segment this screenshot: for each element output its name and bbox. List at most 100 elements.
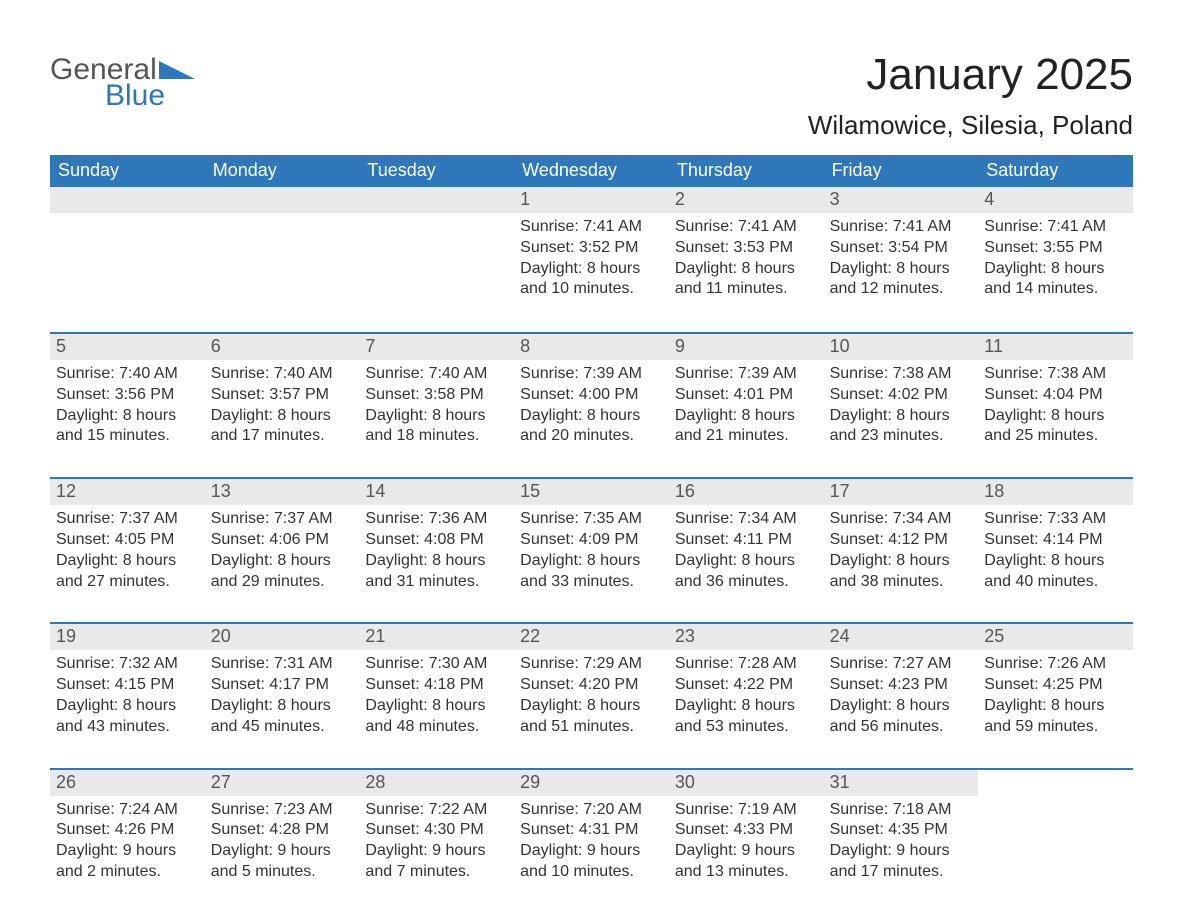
daylight-text-2: and 10 minutes. — [520, 862, 663, 883]
day-number: 27 — [205, 770, 360, 796]
day-number: 30 — [669, 770, 824, 796]
sunrise-text: Sunrise: 7:41 AM — [984, 217, 1127, 238]
weekday-header: Thursday — [669, 155, 824, 187]
sunrise-text: Sunrise: 7:39 AM — [675, 364, 818, 385]
sunset-text: Sunset: 4:01 PM — [675, 385, 818, 406]
sunrise-text: Sunrise: 7:34 AM — [830, 509, 973, 530]
sunrise-text: Sunrise: 7:32 AM — [56, 654, 199, 675]
day-number: 3 — [824, 187, 979, 213]
sunset-text: Sunset: 4:02 PM — [830, 385, 973, 406]
day-number: 24 — [824, 624, 979, 650]
day-number: 25 — [978, 624, 1133, 650]
daylight-text: Daylight: 8 hours — [520, 259, 663, 280]
weekday-header: Monday — [205, 155, 360, 187]
day-number: 23 — [669, 624, 824, 650]
day-cell: 22Sunrise: 7:29 AMSunset: 4:20 PMDayligh… — [514, 622, 669, 757]
sun-info: Sunrise: 7:19 AMSunset: 4:33 PMDaylight:… — [675, 800, 818, 883]
sunrise-text: Sunrise: 7:40 AM — [365, 364, 508, 385]
day-number — [205, 187, 360, 213]
sun-info: Sunrise: 7:31 AMSunset: 4:17 PMDaylight:… — [211, 654, 354, 737]
sunset-text: Sunset: 4:26 PM — [56, 820, 199, 841]
daylight-text: Daylight: 8 hours — [365, 406, 508, 427]
daylight-text: Daylight: 8 hours — [365, 551, 508, 572]
day-cell: 31Sunrise: 7:18 AMSunset: 4:35 PMDayligh… — [824, 768, 979, 903]
sunset-text: Sunset: 4:08 PM — [365, 530, 508, 551]
daylight-text: Daylight: 8 hours — [830, 259, 973, 280]
daylight-text-2: and 27 minutes. — [56, 572, 199, 593]
sunrise-text: Sunrise: 7:35 AM — [520, 509, 663, 530]
sunrise-text: Sunrise: 7:41 AM — [675, 217, 818, 238]
day-cell — [359, 187, 514, 322]
daylight-text: Daylight: 8 hours — [56, 696, 199, 717]
sunrise-text: Sunrise: 7:34 AM — [675, 509, 818, 530]
day-cell: 29Sunrise: 7:20 AMSunset: 4:31 PMDayligh… — [514, 768, 669, 903]
sunrise-text: Sunrise: 7:41 AM — [520, 217, 663, 238]
daylight-text: Daylight: 8 hours — [984, 406, 1127, 427]
daylight-text: Daylight: 9 hours — [830, 841, 973, 862]
sunset-text: Sunset: 4:15 PM — [56, 675, 199, 696]
daylight-text-2: and 31 minutes. — [365, 572, 508, 593]
sunset-text: Sunset: 3:53 PM — [675, 238, 818, 259]
daylight-text: Daylight: 8 hours — [830, 696, 973, 717]
day-number: 20 — [205, 624, 360, 650]
calendar-grid: SundayMondayTuesdayWednesdayThursdayFrid… — [50, 155, 1133, 903]
sunrise-text: Sunrise: 7:38 AM — [830, 364, 973, 385]
daylight-text-2: and 2 minutes. — [56, 862, 199, 883]
sunset-text: Sunset: 4:17 PM — [211, 675, 354, 696]
sunrise-text: Sunrise: 7:36 AM — [365, 509, 508, 530]
daylight-text-2: and 36 minutes. — [675, 572, 818, 593]
daylight-text: Daylight: 8 hours — [211, 696, 354, 717]
day-number: 13 — [205, 479, 360, 505]
day-number: 1 — [514, 187, 669, 213]
logo: General Blue — [50, 55, 195, 111]
day-cell — [205, 187, 360, 322]
day-cell: 13Sunrise: 7:37 AMSunset: 4:06 PMDayligh… — [205, 477, 360, 612]
sunrise-text: Sunrise: 7:33 AM — [984, 509, 1127, 530]
sun-info: Sunrise: 7:24 AMSunset: 4:26 PMDaylight:… — [56, 800, 199, 883]
daylight-text: Daylight: 8 hours — [984, 696, 1127, 717]
day-number: 16 — [669, 479, 824, 505]
daylight-text: Daylight: 8 hours — [675, 696, 818, 717]
sun-info: Sunrise: 7:36 AMSunset: 4:08 PMDaylight:… — [365, 509, 508, 592]
day-number: 8 — [514, 334, 669, 360]
day-cell: 3Sunrise: 7:41 AMSunset: 3:54 PMDaylight… — [824, 187, 979, 322]
day-cell: 25Sunrise: 7:26 AMSunset: 4:25 PMDayligh… — [978, 622, 1133, 757]
sun-info: Sunrise: 7:40 AMSunset: 3:57 PMDaylight:… — [211, 364, 354, 447]
location: Wilamowice, Silesia, Poland — [808, 110, 1133, 141]
sunset-text: Sunset: 4:28 PM — [211, 820, 354, 841]
sun-info: Sunrise: 7:41 AMSunset: 3:55 PMDaylight:… — [984, 217, 1127, 300]
day-number: 21 — [359, 624, 514, 650]
daylight-text-2: and 12 minutes. — [830, 279, 973, 300]
day-number: 9 — [669, 334, 824, 360]
day-number: 14 — [359, 479, 514, 505]
weekday-header: Tuesday — [359, 155, 514, 187]
day-cell: 7Sunrise: 7:40 AMSunset: 3:58 PMDaylight… — [359, 332, 514, 467]
sun-info: Sunrise: 7:27 AMSunset: 4:23 PMDaylight:… — [830, 654, 973, 737]
day-cell: 1Sunrise: 7:41 AMSunset: 3:52 PMDaylight… — [514, 187, 669, 322]
day-cell: 19Sunrise: 7:32 AMSunset: 4:15 PMDayligh… — [50, 622, 205, 757]
sun-info: Sunrise: 7:34 AMSunset: 4:11 PMDaylight:… — [675, 509, 818, 592]
day-cell: 24 Sunrise: 7:27 AMSunset: 4:23 PMDayligh… — [824, 622, 979, 757]
daylight-text: Daylight: 8 hours — [830, 551, 973, 572]
day-number: 4 — [978, 187, 1133, 213]
sunset-text: Sunset: 3:55 PM — [984, 238, 1127, 259]
sunset-text: Sunset: 4:22 PM — [675, 675, 818, 696]
daylight-text-2: and 18 minutes. — [365, 426, 508, 447]
daylight-text: Daylight: 8 hours — [675, 259, 818, 280]
sunset-text: Sunset: 4:06 PM — [211, 530, 354, 551]
day-number — [50, 187, 205, 213]
weekday-header: Friday — [824, 155, 979, 187]
day-number: 10 — [824, 334, 979, 360]
daylight-text-2: and 40 minutes. — [984, 572, 1127, 593]
daylight-text-2: and 17 minutes. — [211, 426, 354, 447]
daylight-text-2: and 7 minutes. — [365, 862, 508, 883]
daylight-text-2: and 56 minutes. — [830, 717, 973, 738]
sunset-text: Sunset: 4:11 PM — [675, 530, 818, 551]
daylight-text: Daylight: 9 hours — [520, 841, 663, 862]
sunrise-text: Sunrise: 7:37 AM — [211, 509, 354, 530]
daylight-text-2: and 29 minutes. — [211, 572, 354, 593]
sun-info: Sunrise: 7:29 AMSunset: 4:20 PMDaylight:… — [520, 654, 663, 737]
daylight-text-2: and 43 minutes. — [56, 717, 199, 738]
day-cell: 6Sunrise: 7:40 AMSunset: 3:57 PMDaylight… — [205, 332, 360, 467]
sun-info: Sunrise: 7:28 AMSunset: 4:22 PMDaylight:… — [675, 654, 818, 737]
